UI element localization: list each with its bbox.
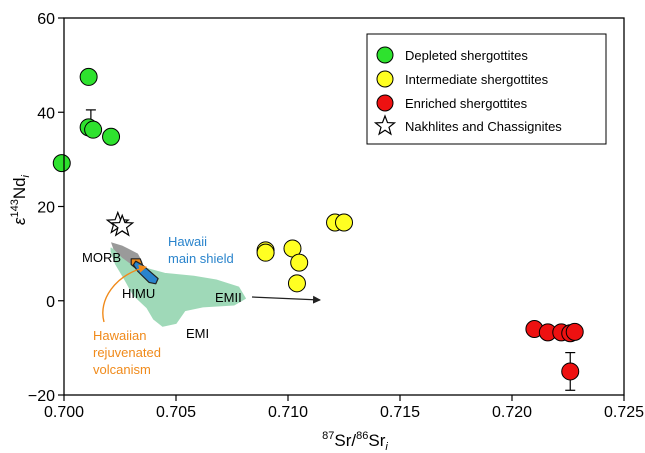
y-tick-label: 20 <box>37 200 55 217</box>
x-tick-label: 0.720 <box>492 404 532 421</box>
data-point <box>103 128 120 145</box>
y-tick-label: −20 <box>28 388 55 405</box>
annotation-emi: EMI <box>186 326 209 341</box>
data-point <box>291 254 308 271</box>
legend-marker-depleted <box>377 47 393 63</box>
legend-label-intermediate: Intermediate shergottites <box>405 72 549 87</box>
annotation-rejuvenated: rejuvenated <box>93 345 161 360</box>
y-axis-label: ε143Ndi <box>9 174 32 225</box>
data-point-star-icon <box>112 215 133 235</box>
annotation-hawaiian: Hawaiian <box>93 328 146 343</box>
legend: Depleted shergottites Intermediate sherg… <box>367 34 606 144</box>
legend-marker-intermediate <box>377 71 393 87</box>
emii-arrow <box>252 297 320 300</box>
annotation-main-shield: main shield <box>168 251 234 266</box>
x-tick-label: 0.700 <box>44 404 84 421</box>
x-tick-label: 0.710 <box>268 404 308 421</box>
legend-label-enriched: Enriched shergottites <box>405 96 528 111</box>
x-tick-label: 0.715 <box>380 404 420 421</box>
y-tick-label: 60 <box>37 11 55 28</box>
data-point <box>257 244 274 261</box>
x-tick-label: 0.725 <box>604 404 644 421</box>
annotation-hawaii: Hawaii <box>168 234 207 249</box>
annotation-volcanism: volcanism <box>93 362 151 377</box>
annotation-emii: EMII <box>215 290 242 305</box>
annotation-morb: MORB <box>82 250 121 265</box>
y-tick-label: 40 <box>37 105 55 122</box>
legend-label-depleted: Depleted shergottites <box>405 48 528 63</box>
data-point <box>566 323 583 340</box>
data-point <box>53 155 70 172</box>
data-point <box>336 214 353 231</box>
x-tick-label: 0.705 <box>156 404 196 421</box>
data-point <box>562 363 579 380</box>
data-point <box>85 121 102 138</box>
y-tick-label: 0 <box>46 294 55 311</box>
annotation-himu: HIMU <box>122 286 155 301</box>
legend-marker-enriched <box>377 95 393 111</box>
data-point <box>80 68 97 85</box>
legend-label-nakhlites: Nakhlites and Chassignites <box>405 119 562 134</box>
x-axis-label: 87Sr/86Sri <box>322 430 388 453</box>
data-point <box>288 275 305 292</box>
